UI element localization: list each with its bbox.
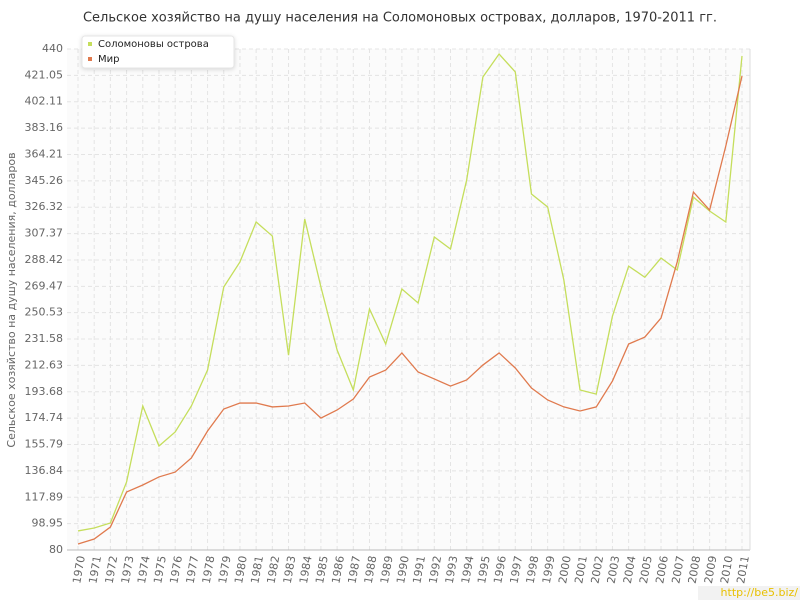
y-tick-label: 402.11 (25, 95, 64, 108)
y-tick-label: 212.63 (25, 358, 64, 371)
x-tick-label: 2006 (653, 555, 671, 585)
x-tick-label: 1983 (281, 555, 299, 585)
x-tick-label: 2003 (605, 555, 623, 585)
x-tick-label: 2009 (702, 555, 720, 585)
x-tick-label: 1999 (540, 555, 558, 585)
x-tick-label: 1979 (216, 555, 234, 585)
y-tick-label: 421.05 (25, 68, 64, 81)
y-tick-label: 288.42 (25, 253, 64, 266)
x-tick-label: 1990 (394, 555, 412, 585)
x-tick-label: 1982 (265, 555, 283, 585)
y-tick-label: 231.58 (25, 332, 64, 345)
y-axis-label: Сельское хозяйство на душу населения, до… (5, 152, 18, 447)
legend-label: Мир (98, 54, 119, 65)
x-tick-label: 1997 (508, 555, 526, 585)
x-tick-label: 1998 (524, 555, 542, 585)
x-tick-label: 2004 (621, 555, 639, 585)
x-tick-label: 1984 (297, 555, 315, 585)
x-tick-label: 1980 (232, 555, 250, 585)
x-tick-label: 2008 (686, 555, 704, 585)
x-tick-label: 1995 (475, 555, 493, 585)
x-tick-label: 1986 (329, 555, 347, 585)
x-tick-label: 1972 (103, 555, 121, 585)
x-tick-label: 1991 (410, 555, 428, 585)
x-tick-label: 1987 (346, 555, 364, 585)
x-tick-label: 2000 (556, 555, 574, 585)
x-tick-label: 2001 (572, 555, 590, 585)
y-tick-label: 364.21 (25, 147, 64, 160)
x-tick-label: 1985 (313, 555, 331, 585)
x-tick-label: 2002 (588, 555, 606, 585)
x-tick-label: 1988 (362, 555, 380, 585)
x-tick-label: 2007 (669, 555, 687, 585)
watermark: http://be5.biz/ (721, 586, 799, 599)
y-tick-label: 193.68 (25, 385, 64, 398)
y-tick-label: 383.16 (25, 121, 64, 134)
x-tick-label: 1993 (443, 555, 461, 585)
x-tick-label: 1996 (491, 555, 509, 585)
y-tick-label: 250.53 (25, 306, 64, 319)
legend-box (81, 35, 235, 69)
y-tick-label: 155.79 (25, 438, 64, 451)
x-tick-label: 2010 (718, 555, 736, 585)
x-tick-label: 1977 (184, 555, 202, 585)
watermark-bg (698, 586, 800, 600)
x-tick-label: 1970 (70, 555, 88, 585)
x-tick-label: 1975 (151, 555, 169, 585)
x-tick-label: 1974 (135, 555, 153, 585)
y-tick-label: 440 (42, 42, 63, 55)
y-tick-label: 98.95 (32, 517, 64, 530)
series-line (77, 52, 743, 532)
x-tick-label: 1994 (459, 555, 477, 585)
y-tick-label: 117.89 (25, 490, 64, 503)
x-tick-label: 1989 (378, 555, 396, 585)
x-tick-label: 2011 (734, 555, 752, 585)
chart-title: Сельское хозяйство на душу населения на … (83, 11, 717, 26)
legend-swatch (88, 42, 92, 46)
x-tick-label: 1978 (200, 555, 218, 585)
x-tick-label: 1971 (86, 555, 104, 585)
x-tick-label: 2005 (637, 555, 655, 585)
y-tick-label: 80 (49, 543, 63, 556)
x-tick-label: 1981 (248, 555, 266, 585)
x-tick-label: 1976 (167, 555, 185, 585)
x-tick-label: 1992 (427, 555, 445, 585)
y-tick-label: 174.74 (25, 411, 64, 424)
plot-area (67, 49, 750, 550)
series-line (77, 75, 743, 545)
y-tick-label: 326.32 (25, 200, 64, 213)
y-tick-label: 307.37 (25, 227, 64, 240)
legend-swatch (88, 57, 92, 61)
y-tick-label: 345.26 (25, 174, 64, 187)
x-tick-label: 1973 (119, 555, 137, 585)
y-tick-label: 136.84 (25, 464, 64, 477)
legend-label: Соломоновы острова (98, 39, 209, 50)
y-tick-label: 269.47 (25, 279, 64, 292)
